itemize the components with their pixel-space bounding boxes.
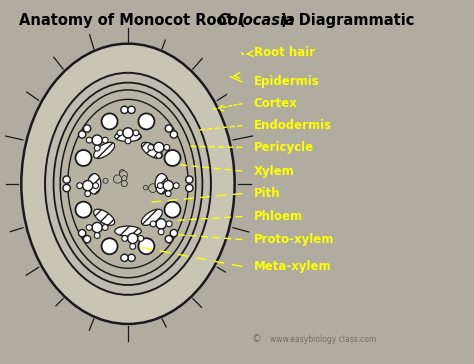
Text: Xylem: Xylem	[254, 165, 294, 178]
Text: www.easybiology class.com: www.easybiology class.com	[270, 335, 376, 344]
Text: Pericycle: Pericycle	[254, 141, 314, 154]
Text: Root hair: Root hair	[254, 46, 315, 59]
Text: Epidermis: Epidermis	[254, 75, 319, 88]
Text: ©: ©	[251, 334, 261, 344]
Text: Colocasia: Colocasia	[218, 13, 295, 28]
Text: Meta-xylem: Meta-xylem	[254, 260, 331, 273]
Text: Endodermis: Endodermis	[254, 119, 332, 132]
Text: Phloem: Phloem	[254, 210, 303, 223]
Text: Cortex: Cortex	[254, 97, 298, 110]
Text: Proto-xylem: Proto-xylem	[254, 233, 334, 246]
Text: Anatomy of Monocot Root (: Anatomy of Monocot Root (	[19, 13, 246, 28]
Text: Pith: Pith	[254, 187, 280, 200]
Text: ): Diagrammatic: ): Diagrammatic	[281, 13, 414, 28]
